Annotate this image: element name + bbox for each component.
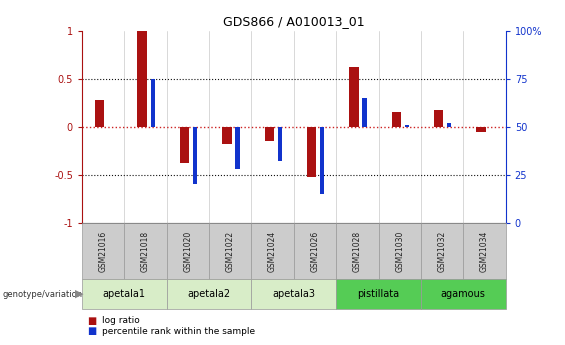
Text: ■: ■ [88,326,97,336]
Text: percentile rank within the sample: percentile rank within the sample [102,327,255,336]
Text: GSM21016: GSM21016 [99,230,107,272]
Text: genotype/variation: genotype/variation [3,289,83,299]
Text: GSM21026: GSM21026 [311,230,319,272]
Text: ▶: ▶ [75,289,83,299]
Title: GDS866 / A010013_01: GDS866 / A010013_01 [223,16,364,29]
Text: apetala2: apetala2 [188,289,231,299]
Text: log ratio: log ratio [102,316,140,325]
Text: GSM21024: GSM21024 [268,230,277,272]
Text: apetala3: apetala3 [272,289,315,299]
Bar [180,127,189,163]
Bar [447,123,451,127]
Text: GSM21030: GSM21030 [396,230,404,272]
Text: GSM21022: GSM21022 [226,230,234,272]
Text: GSM21020: GSM21020 [184,230,192,272]
Bar [392,112,401,127]
Bar [264,127,274,141]
Bar [434,110,444,127]
Bar [235,127,240,169]
Bar [95,100,105,127]
Text: pistillata: pistillata [358,289,399,299]
Bar [349,67,359,127]
Text: GSM21034: GSM21034 [480,230,489,272]
Text: GSM21018: GSM21018 [141,230,150,272]
Text: GSM21032: GSM21032 [438,230,446,272]
Text: ■: ■ [88,316,97,326]
Bar [363,98,367,127]
Bar [405,125,409,127]
Bar [278,127,282,161]
Bar [222,127,232,144]
Bar [150,79,155,127]
Bar [476,127,486,131]
Bar [137,31,147,127]
Bar [193,127,197,184]
Bar [307,127,316,177]
Bar [320,127,324,194]
Text: apetala1: apetala1 [103,289,146,299]
Text: GSM21028: GSM21028 [353,230,362,272]
Text: agamous: agamous [441,289,486,299]
